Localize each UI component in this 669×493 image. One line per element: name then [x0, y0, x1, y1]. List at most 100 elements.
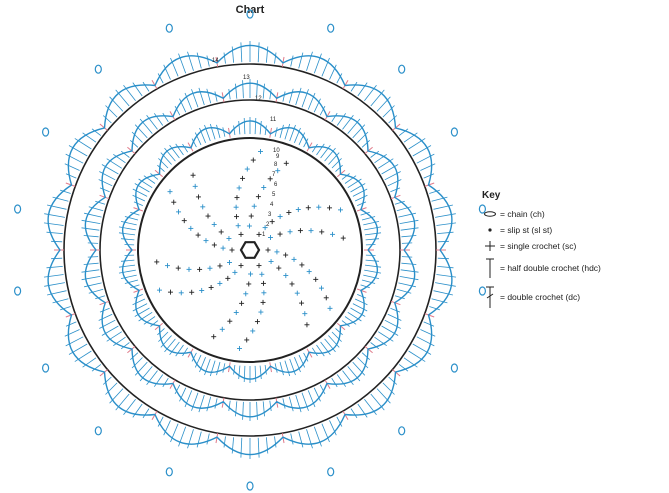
marker-stitch [390, 300, 401, 306]
dc-stitch [214, 398, 218, 409]
dc-stitch [231, 437, 234, 454]
dc-stitch [118, 226, 136, 231]
key-item-half-double-crochet: = half double crochet (hdc) [482, 255, 662, 281]
dc-stitch [321, 57, 330, 77]
dc-stitch [382, 105, 395, 118]
dc-stitch [98, 179, 113, 187]
dc-stitch [157, 328, 165, 336]
dc-stitch [206, 433, 210, 445]
dc-stitch [408, 350, 426, 362]
dc-stitch [259, 120, 262, 135]
dc-stitch [357, 294, 367, 299]
dc-stitch [235, 401, 238, 417]
round-label: 3 [268, 212, 272, 218]
marker-stitch [336, 169, 346, 178]
dc-stitch [364, 269, 382, 274]
dc-stitch [81, 219, 101, 224]
dc-stitch [357, 201, 367, 206]
dc-stitch [102, 115, 112, 124]
dc-stitch [184, 92, 193, 110]
round-label: 9 [276, 154, 280, 160]
marker-stitch [324, 379, 331, 389]
dc-stitch [47, 290, 67, 296]
dc-stitch [361, 140, 370, 148]
dc-stitch [370, 150, 380, 158]
dc-stitch [143, 175, 156, 184]
dc-stitch [361, 279, 376, 284]
dc-stitch [169, 144, 180, 159]
dc-stitch [336, 416, 343, 427]
dc-stitch [342, 114, 354, 130]
dc-stitch [175, 344, 184, 357]
marker-stitch [275, 92, 279, 103]
marker-stitch [281, 433, 285, 444]
dc-stitch [329, 64, 337, 80]
dc-stitch [120, 342, 130, 350]
dc-stitch [52, 196, 69, 202]
dc-stitch [59, 306, 71, 311]
dc-stitch [242, 401, 244, 420]
dc-stitch [216, 361, 221, 376]
round-label: 1 [262, 232, 266, 238]
dc-stitch [162, 377, 169, 388]
dc-stitch [262, 83, 265, 99]
key-item-slip-stitch: = slip st (sl st) [482, 223, 662, 237]
dc-stitch [198, 87, 205, 106]
dc-stitch [429, 306, 441, 311]
dc-stitch [82, 132, 97, 143]
dc-stitch [99, 187, 110, 193]
dc-stitch [321, 423, 330, 443]
marker-stitch [215, 433, 219, 444]
dc-stitch [335, 328, 343, 336]
dc-stitch [365, 259, 380, 262]
dc-stitch [390, 307, 401, 313]
dc-stitch [113, 153, 126, 164]
single-crochet-icon [482, 240, 498, 252]
dc-stitch [264, 125, 267, 136]
dc-stitch [46, 266, 63, 269]
dc-stitch [259, 365, 262, 380]
half-double-crochet-icon [482, 257, 498, 279]
dc-stitch [184, 390, 193, 408]
dc-stitch [290, 433, 294, 445]
dc-stitch [420, 329, 436, 337]
dc-stitch [381, 164, 399, 175]
dc-stitch [266, 46, 269, 63]
dc-stitch [290, 55, 294, 67]
dc-stitch [87, 242, 99, 244]
dc-stitch [199, 357, 206, 373]
key-item-single-crochet: = single crochet (sc) [482, 239, 662, 253]
slip-stitch-icon [482, 226, 498, 234]
dc-stitch [178, 53, 187, 74]
round-ring [137, 137, 363, 363]
marker-stitch [169, 111, 176, 121]
dc-stitch [365, 238, 380, 241]
dc-stitch [178, 426, 187, 447]
dc-stitch [146, 370, 158, 386]
dc-stitch [341, 320, 350, 327]
dc-stitch [376, 96, 391, 112]
stitch-key: Key = chain (ch) = slip st (sl st) = sin… [482, 190, 662, 313]
marker-stitch [65, 313, 76, 318]
dc-stitch [399, 219, 419, 224]
dc-stitch [150, 173, 159, 180]
marker-stitch [324, 111, 331, 121]
dc-stitch [390, 187, 401, 193]
dc-stitch [87, 256, 99, 258]
marker-stitch [99, 369, 108, 377]
scallop-round [47, 44, 453, 456]
marker-stitch [127, 146, 136, 154]
dc-stitch [59, 189, 71, 194]
marker-stitch [221, 92, 225, 103]
dc-stitch [301, 392, 309, 411]
dc-stitch [199, 127, 206, 143]
dc-stitch [274, 127, 278, 137]
dc-stitch [307, 92, 316, 110]
dc-stitch [170, 423, 179, 443]
dc-stitch [138, 311, 153, 322]
dc-stitch [431, 298, 448, 304]
round-label: 6 [274, 182, 278, 188]
dc-stitch [83, 262, 99, 265]
picot [398, 426, 406, 436]
dc-stitch [254, 117, 257, 135]
